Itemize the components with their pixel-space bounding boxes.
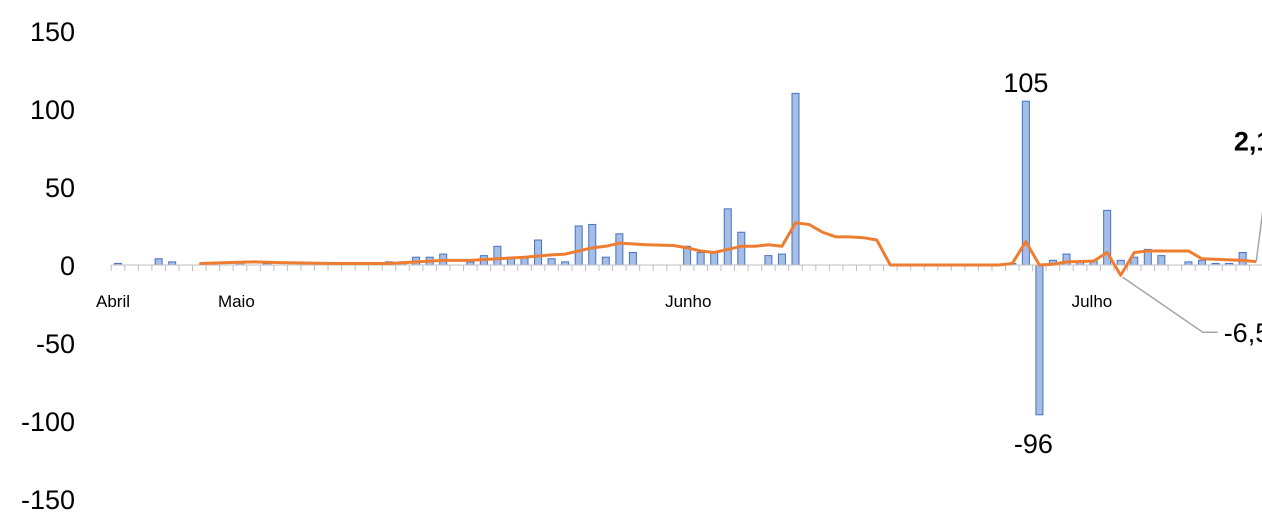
x-month-label: Abril — [96, 292, 130, 311]
bar — [588, 223, 597, 266]
bar — [601, 256, 610, 266]
annotations: 105 -96 -6,57 2,14 — [1003, 68, 1262, 459]
bar-series — [114, 92, 1247, 416]
x-month-label: Junho — [665, 292, 711, 311]
bar — [1198, 259, 1206, 266]
bar — [764, 255, 773, 266]
bar — [493, 245, 502, 266]
y-tick-label: -100 — [21, 407, 75, 437]
y-tick-label: 100 — [30, 95, 75, 125]
leader-line — [1255, 211, 1262, 262]
bar — [628, 252, 637, 266]
moving-average-line — [199, 221, 1257, 277]
y-tick-label: 50 — [45, 173, 75, 203]
bar — [1035, 264, 1044, 416]
x-month-label: Maio — [218, 292, 255, 311]
bar — [696, 252, 705, 266]
y-tick-label: -50 — [36, 329, 75, 359]
bar — [547, 258, 556, 266]
data-label: 105 — [1003, 68, 1048, 98]
bar — [574, 225, 583, 266]
bar — [710, 252, 719, 266]
data-label: -96 — [1014, 429, 1053, 459]
bar — [154, 258, 163, 266]
bar — [615, 233, 624, 266]
bar — [791, 92, 800, 266]
y-tick-label: -150 — [21, 485, 75, 513]
bar — [737, 231, 746, 266]
data-label: -6,57 — [1224, 318, 1262, 348]
line-series — [199, 221, 1257, 277]
data-label-highlight: 2,14 — [1234, 127, 1262, 157]
bar — [534, 239, 543, 266]
x-axis — [110, 264, 1262, 271]
bar — [1116, 259, 1125, 266]
leader-line — [1122, 276, 1218, 333]
bar — [1157, 255, 1166, 266]
y-tick-label: 0 — [60, 251, 75, 281]
y-tick-label: 150 — [30, 17, 75, 47]
bar — [777, 253, 786, 266]
x-month-label: Julho — [1072, 292, 1113, 311]
x-axis-labels: Abril Maio Junho Julho — [96, 292, 1112, 311]
bar — [723, 208, 732, 266]
y-axis-labels: 150 100 50 0 -50 -100 -150 — [21, 17, 75, 513]
